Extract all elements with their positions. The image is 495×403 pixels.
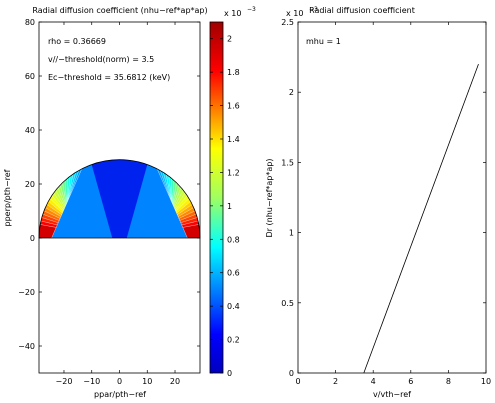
left-x-tick-label: −20	[56, 377, 73, 386]
colorbar-tick-label: 1.2	[227, 168, 240, 177]
left-title: Radial diffusion coefficient (nhu−ref*ap…	[32, 6, 207, 15]
semicircle-outline	[38, 159, 201, 239]
distribution-semicircle	[38, 159, 201, 239]
left-y-tick-label: −20	[18, 288, 35, 297]
colorbar: 0 0.2 0.4 0.6 0.8 1 1.2 1.4 1.6 1.8 2 x 10 −3	[209, 6, 256, 378]
left-x-tick-label: 0	[117, 377, 122, 386]
right-plot-frame	[297, 21, 487, 374]
colorbar-ticks: 0 0.2 0.4 0.6 0.8 1 1.2 1.4 1.6 1.8 2	[210, 35, 240, 378]
right-x-tick-label: 6	[408, 377, 413, 386]
colorbar-gradient	[209, 21, 224, 374]
left-y-tick-label: 40	[25, 126, 35, 135]
left-y-tick-label: 80	[25, 18, 35, 27]
legend-mhu: mhu = 1	[306, 37, 341, 46]
annotation-threshold: v//−threshold(norm) = 3.5	[48, 55, 154, 64]
right-panel: Radial diffusion coefficient x 10 −3 0 2 4…	[265, 6, 491, 399]
right-y-tick-label: 2	[289, 88, 294, 97]
colorbar-tick-label: 0	[227, 369, 232, 378]
right-x-label: v/vth−ref	[373, 390, 411, 399]
left-y-label: pperp/pth−ref	[3, 169, 12, 226]
series-line	[363, 63, 479, 374]
right-x-tick-label: 4	[371, 377, 376, 386]
right-x-ticks: 0 2 4 6 8 10	[295, 22, 491, 386]
right-x-tick-label: 0	[295, 377, 300, 386]
left-x-label: ppar/pth−ref	[94, 390, 146, 399]
left-x-ticks: −20 −10 0 10 20	[56, 22, 180, 386]
right-x-tick-label: 10	[481, 377, 491, 386]
right-x-tick-label: 8	[446, 377, 451, 386]
annotation-ec: Ec−threshold = 35.6812 (keV)	[48, 73, 170, 82]
right-y-tick-label: 1.5	[281, 158, 294, 167]
colorbar-tick-label: 0.6	[227, 269, 240, 278]
right-y-tick-label: 0	[289, 369, 294, 378]
left-y-tick-label: 20	[25, 180, 35, 189]
left-x-tick-label: 10	[142, 377, 152, 386]
colorbar-exponent-base: x 10	[224, 9, 241, 18]
left-x-tick-label: 20	[170, 377, 180, 386]
colorbar-tick-label: 2	[227, 35, 232, 44]
left-x-tick-label: −10	[83, 377, 100, 386]
colorbar-tick-label: 0.4	[227, 302, 240, 311]
right-x-tick-label: 2	[333, 377, 338, 386]
colorbar-tick-label: 0.2	[227, 336, 240, 345]
annotation-rho: rho = 0.36669	[48, 37, 106, 46]
left-y-tick-label: 0	[30, 234, 35, 243]
colorbar-tick-label: 0.8	[227, 235, 240, 244]
left-panel: Radial diffusion coefficient (nhu−ref*ap…	[3, 6, 208, 399]
right-exponent: −3	[309, 6, 318, 13]
right-y-tick-label: 1	[289, 229, 294, 238]
right-exponent-base: x 10	[286, 9, 303, 18]
right-y-label: Dr (nhu−ref*ap*ap)	[265, 159, 274, 238]
left-y-ticks: −40 −20 0 20 40 60 80	[18, 18, 200, 351]
low-wedge	[89, 159, 150, 238]
right-title: Radial diffusion coefficient	[309, 6, 415, 15]
colorbar-exponent: −3	[247, 6, 256, 13]
colorbar-tick-label: 1.4	[227, 135, 240, 144]
right-y-tick-label: 0.5	[281, 299, 294, 308]
left-y-tick-label: 60	[25, 72, 35, 81]
colorbar-tick-label: 1.8	[227, 68, 240, 77]
right-y-tick-label: 2.5	[281, 18, 294, 27]
left-y-tick-label: −40	[18, 342, 35, 351]
right-y-ticks: 0 0.5 1 1.5 2 2.5	[281, 18, 486, 378]
colorbar-tick-label: 1	[227, 202, 232, 211]
colorbar-tick-label: 1.6	[227, 102, 240, 111]
